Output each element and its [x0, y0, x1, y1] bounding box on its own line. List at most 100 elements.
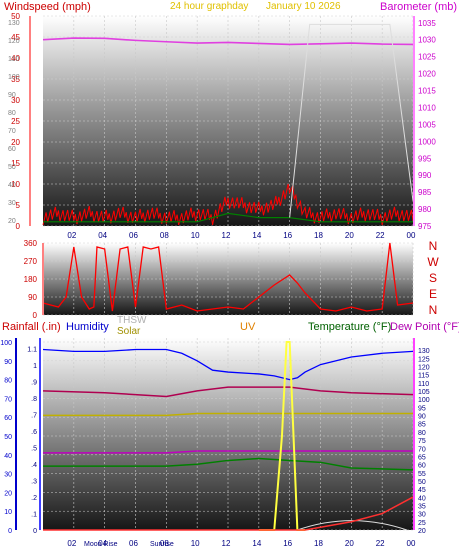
humidity-tick-label: 0 [8, 528, 12, 535]
mph-tick-label: 15 [11, 159, 20, 168]
x-tick-label: 20 [345, 539, 354, 548]
rain-tick-label: .1 [31, 512, 37, 519]
temp-tick-label: 65 [418, 454, 426, 461]
direction-tick-label: 360 [24, 239, 38, 248]
x-tick-label: 02 [67, 231, 76, 240]
temp-tick-label: 30 [418, 512, 426, 519]
temp-tick-label: 55 [418, 471, 426, 478]
temp-tick-label: 85 [418, 422, 426, 429]
mb-tick-label: 1025 [418, 53, 436, 62]
x-tick-label: 18 [314, 231, 323, 240]
humidity-line [42, 348, 414, 381]
wind-gust-line [43, 212, 413, 223]
humidity-tick-label: 100 [0, 340, 12, 347]
mb-tick-label: 1005 [418, 120, 436, 129]
mph-tick-label: 50 [11, 12, 20, 21]
humidity-axis-label: Humidity [66, 321, 109, 333]
rain-tick-label: .4 [31, 462, 37, 469]
temp-tick-label: 105 [418, 389, 430, 396]
rain-tick-label: .6 [31, 429, 37, 436]
mph-tick-label: 35 [11, 75, 20, 84]
grid-lines [43, 15, 414, 531]
mph-tick-label: 25 [11, 117, 20, 126]
x-tick-label: 16 [283, 231, 292, 240]
solar-line [43, 412, 413, 417]
x-tick-label: 04 [98, 539, 107, 548]
x-tick-label: 00 [407, 539, 416, 548]
wind-direction-line [42, 242, 414, 312]
humidity-tick-label: 70 [4, 396, 12, 403]
windspeed-line [42, 183, 414, 226]
mph-tick-label: 40 [11, 54, 20, 63]
rain-tick-label: .3 [31, 479, 37, 486]
temp-tick-label: 40 [418, 495, 426, 502]
x-tick-label: 18 [314, 539, 323, 548]
windspeed-axis-label: Windspeed (mph) [4, 1, 91, 13]
temp-tick-label: 20 [418, 528, 426, 535]
x-tick-label: 08 [160, 539, 169, 548]
temp-tick-label: 75 [418, 438, 426, 445]
temperature-line [43, 457, 414, 471]
humidity-tick-label: 90 [4, 359, 12, 366]
mb-tick-label: 995 [418, 154, 432, 163]
temp-tick-label: 45 [418, 487, 426, 494]
x-tick-label: 16 [283, 539, 292, 548]
mb-tick-label: 1015 [418, 87, 436, 96]
x-tick-label: 10 [191, 539, 200, 548]
solar-label: Solar [117, 326, 141, 337]
temp-tick-label: 125 [418, 356, 430, 363]
temp-tick-label: 70 [418, 446, 426, 453]
dewpoint-axis-label: Dew Point (°F) [390, 321, 459, 333]
x-tick-label: 06 [129, 231, 138, 240]
mph-tick-label: 10 [11, 180, 20, 189]
mb-tick-label: 990 [418, 171, 432, 180]
x-tick-label: 00 [407, 231, 416, 240]
rain-tick-label: 0 [33, 528, 37, 535]
x-tick-label: 22 [376, 539, 385, 548]
kmh-tick-label: 70 [8, 128, 16, 135]
mb-tick-label: 1030 [418, 36, 436, 45]
kmh-tick-label: 50 [8, 164, 16, 171]
sunrise-label: Sunrise [150, 541, 174, 548]
graph-date: January 10 2026 [266, 1, 341, 12]
thsw-line [43, 450, 413, 454]
humidity-tick-label: 20 [4, 490, 12, 497]
kmh-tick-label: 100 [8, 74, 20, 81]
temp-tick-label: 35 [418, 503, 426, 510]
direction-tick-label: 180 [24, 275, 38, 284]
direction-tick-label: 90 [28, 293, 37, 302]
temp-tick-label: 110 [418, 381, 429, 388]
series-layer [42, 23, 414, 531]
temp-tick-label: 80 [418, 430, 426, 437]
x-tick-label: 04 [98, 231, 107, 240]
temperature-axis-label: Temperature (°F) [308, 321, 391, 333]
rain-tick-label: .2 [31, 495, 37, 502]
humidity-tick-label: 80 [4, 378, 12, 385]
mb-tick-label: 1010 [418, 103, 436, 112]
humidity-tick-label: 30 [4, 472, 12, 479]
rain-tick-label: .8 [31, 396, 37, 403]
temp-tick-label: 100 [418, 397, 430, 404]
humidity-tick-label: 50 [4, 434, 12, 441]
x-tick-label: 14 [252, 539, 261, 548]
rain-tick-label: .7 [31, 413, 37, 420]
mb-tick-label: 1020 [418, 70, 436, 79]
mph-tick-label: 20 [11, 138, 20, 147]
thsw-label: THSW [117, 315, 147, 326]
kmh-tick-label: 20 [8, 218, 16, 225]
compass-label: W [427, 255, 439, 269]
mb-tick-label: 985 [418, 188, 432, 197]
mb-tick-label: 975 [418, 222, 432, 231]
x-tick-label: 10 [191, 231, 200, 240]
x-tick-label: 14 [252, 231, 261, 240]
compass-label: E [429, 287, 437, 301]
rain-line [43, 496, 414, 531]
x-tick-label: 06 [129, 539, 138, 548]
uv-label: UV [240, 321, 256, 333]
mb-tick-label: 980 [418, 205, 432, 214]
rain-tick-label: 1.1 [27, 347, 37, 354]
temp-tick-label: 120 [418, 365, 430, 372]
mph-tick-label: 5 [16, 201, 21, 210]
kmh-tick-label: 30 [8, 200, 16, 207]
